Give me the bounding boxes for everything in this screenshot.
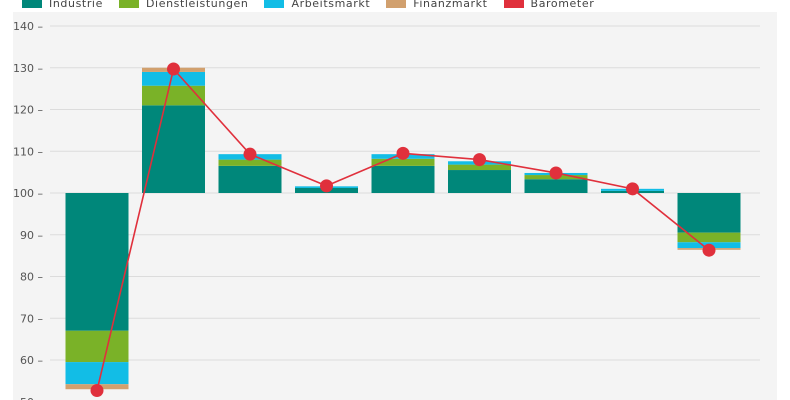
barometer-point: [626, 182, 639, 196]
legend-swatch: [264, 0, 285, 8]
bar-dienstleistungen: [65, 330, 129, 363]
bar-arbeitsmarkt: [65, 362, 129, 385]
bar-dienstleistungen: [371, 158, 435, 166]
y-tick-label: 70 –: [20, 312, 43, 325]
barometer-point: [90, 383, 104, 397]
legend-item[interactable]: Arbeitsmarkt: [264, 0, 370, 10]
legend-swatch: [386, 0, 407, 8]
bar-dienstleistungen: [218, 159, 282, 166]
bar-industrie: [524, 179, 588, 193]
y-tick-label: 90 –: [20, 229, 43, 242]
barometer-point: [702, 243, 716, 257]
legend-item[interactable]: Dienstleistungen: [118, 0, 249, 10]
legend-swatch: [22, 0, 42, 8]
legend-label: Industrie: [49, 0, 103, 10]
barometer-point: [167, 62, 180, 76]
bar-industrie: [371, 165, 435, 193]
legend-swatch: [118, 0, 139, 8]
bar-industrie: [218, 165, 282, 193]
barometer-point: [549, 166, 563, 180]
y-tick-label: 80 –: [20, 271, 43, 284]
bar-arbeitsmarkt: [142, 71, 205, 86]
legend-item[interactable]: Finanzmarkt: [386, 0, 487, 10]
bar-dienstleistungen: [677, 232, 741, 243]
legend-item[interactable]: Barometer: [503, 0, 595, 10]
y-tick-label: 50 –: [20, 396, 43, 400]
legend-swatch: [503, 0, 524, 8]
legend-label: Barometer: [530, 0, 595, 10]
barometer-point: [473, 153, 486, 167]
legend-label: Finanzmarkt: [413, 0, 488, 10]
bar-industrie: [677, 193, 741, 233]
barometer-point: [320, 179, 333, 193]
y-tick-label: 140 –: [13, 20, 43, 33]
legend-item[interactable]: Industrie: [22, 0, 103, 10]
bar-industrie: [448, 170, 511, 193]
y-tick-label: 60 –: [20, 354, 43, 367]
legend-label: Dienstleistungen: [145, 0, 249, 10]
y-tick-label: 100 –: [13, 187, 43, 200]
y-tick-label: 120 –: [13, 104, 43, 117]
y-tick-label: 130 –: [13, 62, 43, 75]
bar-industrie: [142, 105, 205, 193]
bar-industrie: [65, 193, 129, 331]
barometer-point: [243, 147, 257, 161]
barometer-point: [396, 146, 410, 160]
legend: Industrie Dienstleistungen Arbeitsmarkt Fin…: [22, 0, 594, 10]
bar-dienstleistungen: [448, 164, 511, 171]
legend-label: Arbeitsmarkt: [291, 0, 371, 10]
bar-dienstleistungen: [142, 85, 205, 106]
y-tick-label: 110 –: [13, 145, 43, 158]
